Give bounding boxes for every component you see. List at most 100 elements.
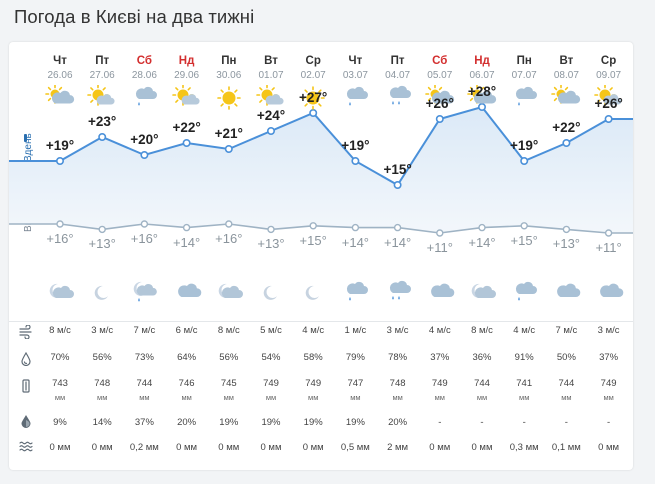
- day-temperature-point: [604, 115, 613, 124]
- sun-cloud-icon: [593, 85, 625, 111]
- night-temperature-point: [520, 222, 528, 230]
- day-temperature: +24°: [256, 108, 286, 123]
- date-label: 09.07: [596, 70, 622, 81]
- precip-probability-value: -: [480, 417, 484, 428]
- night-temperature-point: [436, 229, 444, 237]
- pressure-value: 748: [389, 378, 406, 389]
- precipitation-value: 0 мм: [91, 442, 113, 453]
- cloud-icon: [424, 280, 456, 306]
- pressure-value: 741: [516, 378, 533, 389]
- humidity-value: 56%: [92, 352, 112, 363]
- pressure-value: 747: [347, 378, 364, 389]
- pressure-unit: мм: [519, 393, 530, 402]
- cloud-moon-icon: [466, 280, 498, 306]
- weekday-label: Сб: [136, 55, 153, 67]
- wind-value: 5 м/с: [260, 325, 282, 336]
- precip-probability-value: -: [522, 417, 526, 428]
- day-temperature: +15°: [383, 162, 412, 177]
- weekday-label: Пт: [95, 55, 110, 67]
- night-temperature: +11°: [595, 240, 622, 255]
- weekday-label: Нд: [474, 55, 490, 67]
- date-label: 29.06: [174, 70, 200, 81]
- date-label: 08.07: [553, 70, 579, 81]
- precip-probability-icon: [19, 414, 33, 428]
- precip-probability-value: -: [564, 417, 568, 428]
- humidity-value: 37%: [430, 352, 450, 363]
- cloud-rain-icon: [382, 85, 414, 111]
- wind-value: 4 м/с: [428, 325, 451, 336]
- night-temperature-point: [225, 220, 233, 228]
- humidity-drop-icon: [19, 352, 33, 366]
- pressure-value: 748: [94, 378, 111, 389]
- cloud-icon: [171, 280, 203, 306]
- moon-icon: [255, 280, 287, 306]
- pressure-value: 744: [474, 378, 490, 389]
- pressure-unit: мм: [97, 393, 108, 402]
- precip-probability-value: 20%: [388, 417, 408, 428]
- precipitation-value: 2 мм: [387, 442, 409, 453]
- precip-probability-value: 9%: [53, 417, 67, 428]
- date-label: 04.07: [385, 70, 411, 81]
- night-temperature-point: [562, 225, 571, 234]
- day-legend-mark: [24, 134, 27, 142]
- day-temperature-point: [351, 157, 360, 166]
- day-temperature: +19°: [341, 138, 370, 153]
- precipitation-value: 0 мм: [176, 442, 198, 453]
- night-temperature: +14°: [341, 234, 370, 250]
- day-temperature: +26°: [594, 96, 623, 111]
- day-temperature-point: [520, 157, 529, 166]
- weekday-label: Сб: [432, 55, 448, 67]
- pressure-unit: мм: [223, 393, 234, 402]
- wind-value: 7 м/с: [555, 325, 578, 336]
- precip-probability-value: 19%: [219, 417, 239, 428]
- night-temperature-point: [478, 223, 486, 232]
- night-temperature: +14°: [468, 234, 496, 250]
- pressure-unit: мм: [308, 393, 319, 402]
- night-temperature-line: [9, 223, 633, 234]
- night-temperature-point: [98, 225, 106, 234]
- wind-value: 1 м/с: [344, 325, 367, 336]
- cloud-sun-icon: [44, 85, 76, 111]
- day-temperature-point: [393, 181, 402, 190]
- night-temperature-point: [56, 220, 64, 228]
- cloud-rain-light-icon: [128, 85, 160, 111]
- humidity-value: 70%: [50, 352, 70, 363]
- cloud-rain-icon: [382, 280, 414, 306]
- precipitation-value: 0,1 мм: [551, 442, 581, 453]
- weekday-label: Пн: [221, 55, 237, 67]
- humidity-value: 64%: [177, 352, 197, 363]
- wind-value: 6 м/с: [175, 325, 198, 336]
- sun-cloud-icon: [86, 85, 118, 111]
- precip-probability-value: 19%: [345, 417, 365, 428]
- night-temperature: +11°: [426, 240, 453, 255]
- night-temperature: +16°: [130, 231, 159, 246]
- humidity-value: 91%: [514, 352, 534, 363]
- pressure-value: 745: [220, 378, 237, 389]
- day-temperature-point: [140, 151, 149, 160]
- day-temperature: +21°: [214, 126, 243, 141]
- moon-icon: [86, 280, 118, 306]
- wind-value: 4 м/с: [513, 325, 536, 336]
- date-label: 05.07: [427, 70, 453, 81]
- weekday-label: Ср: [600, 55, 617, 67]
- humidity-value: 78%: [388, 352, 408, 363]
- day-temperature: +23°: [88, 114, 117, 129]
- weekday-label: Пн: [516, 55, 532, 67]
- day-temperature-point: [55, 157, 64, 166]
- night-temperature: +15°: [510, 232, 538, 248]
- day-temperature-point: [266, 127, 275, 136]
- wind-value: 4 м/с: [302, 325, 325, 336]
- pressure-value: 749: [263, 378, 279, 389]
- precipitation-value: 0,5 мм: [340, 442, 370, 453]
- date-label: 28.06: [131, 70, 157, 81]
- precip-probability-value: 20%: [177, 417, 197, 428]
- details-separator: [9, 321, 633, 322]
- pressure-unit: мм: [181, 393, 192, 402]
- temperature-band: [9, 107, 633, 233]
- pressure-value: 746: [178, 378, 195, 389]
- night-temperature-point: [309, 222, 317, 230]
- night-temperature-point: [351, 223, 360, 232]
- humidity-value: 37%: [599, 352, 619, 363]
- pressure-unit: мм: [476, 393, 488, 402]
